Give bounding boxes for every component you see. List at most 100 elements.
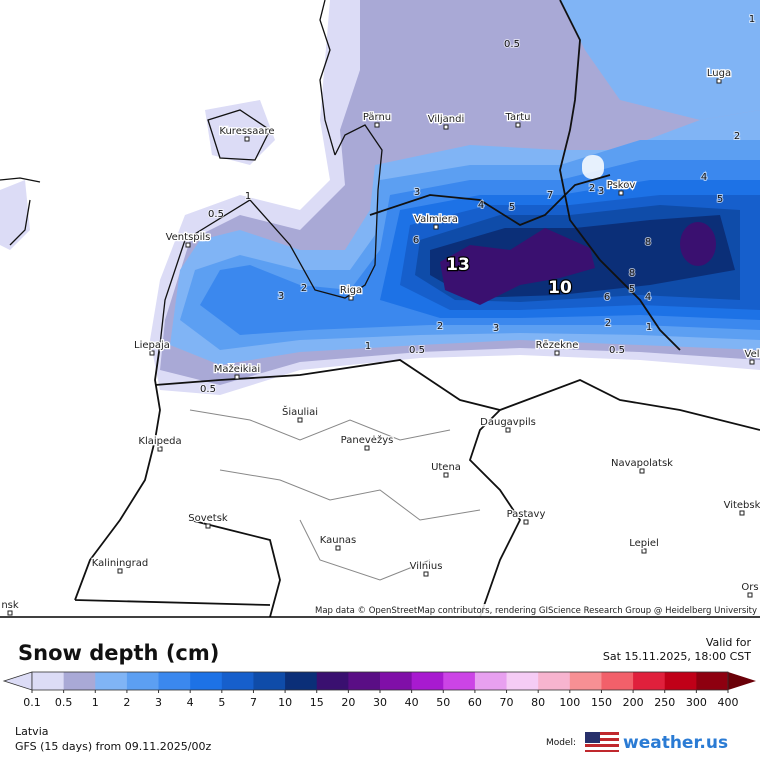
legend-swatch	[316, 672, 349, 690]
contour-label: 4	[701, 172, 707, 183]
city-label: Daugavpils	[480, 417, 536, 428]
legend-swatch	[474, 672, 508, 690]
legend-label: 1	[92, 696, 99, 709]
city-marker	[117, 568, 123, 574]
contour-label: 13	[446, 255, 470, 275]
legend-label: 100	[559, 696, 580, 709]
city-marker	[244, 136, 250, 142]
legend-label: 10	[278, 696, 292, 709]
contour-label: 4	[478, 200, 484, 211]
city-label: Rēzekne	[536, 340, 579, 351]
map	[0, 0, 760, 618]
city-label: Vel	[745, 349, 760, 360]
contour-label: 5	[717, 194, 723, 205]
attribution: Map data © OpenStreetMap contributors, r…	[315, 606, 757, 616]
city-label: Lepiel	[629, 538, 659, 549]
city-label: Sovetsk	[188, 513, 228, 524]
city-label: Pskov	[607, 180, 636, 191]
legend-label: 15	[310, 696, 324, 709]
contour-label: 1	[646, 322, 652, 333]
attribution-bg	[338, 604, 760, 617]
city-label: Kuressaare	[219, 126, 274, 137]
model-label: Model:	[546, 738, 576, 748]
contour-label: 8	[645, 237, 651, 248]
city-label: Viljandi	[428, 114, 465, 125]
city-marker	[297, 417, 303, 423]
footer-title: Snow depth (cm)	[18, 641, 219, 665]
contour-label: 0.5	[504, 39, 520, 50]
legend-label: 400	[718, 696, 739, 709]
legend-swatch	[601, 672, 634, 690]
contour-label: 7	[547, 190, 553, 201]
legend-label: 5	[218, 696, 225, 709]
legend-swatch	[506, 672, 539, 690]
city-marker	[443, 472, 449, 478]
contour-label: 0.5	[208, 209, 224, 220]
city-marker	[505, 427, 511, 433]
city-marker	[7, 610, 13, 616]
legend-label: 2	[123, 696, 130, 709]
legend-label: 60	[468, 696, 482, 709]
legend-label: 20	[341, 696, 355, 709]
city-label: Riga	[340, 285, 362, 296]
contour-label: 3	[414, 187, 420, 198]
legend-swatch	[95, 672, 128, 690]
city-marker	[348, 295, 354, 301]
contour-label: 0.5	[200, 384, 216, 395]
contour-label: 6	[413, 235, 419, 246]
legend-swatch	[569, 672, 602, 690]
city-label: Panevėžys	[341, 434, 394, 446]
legend: 0.1 0.5 1 2 3 4 5 7 10 15 20 30 40 50 60 70 80 100 150 200 2…	[2, 671, 756, 709]
city-label: Tartu	[505, 112, 531, 123]
legend-label: 250	[654, 696, 675, 709]
legend-swatch	[63, 672, 96, 690]
contour-label: 3	[278, 291, 284, 302]
flag	[585, 732, 619, 752]
city-marker	[749, 359, 755, 365]
legend-label: 3	[155, 696, 162, 709]
legend-swatch	[190, 672, 223, 690]
legend-swatch	[664, 672, 697, 690]
legend-label: 50	[436, 696, 450, 709]
city-marker	[618, 190, 624, 196]
city-marker	[433, 224, 439, 230]
legend-swatch	[221, 672, 254, 690]
model-run: GFS (15 days) from 09.11.2025/00z	[15, 740, 211, 753]
city-marker	[335, 545, 341, 551]
city-label: Ors	[741, 582, 758, 593]
city-label: Vitebsk	[724, 500, 760, 511]
legend-label: 200	[623, 696, 644, 709]
city-label: Vilnius	[410, 561, 443, 572]
legend-swatch	[633, 672, 666, 690]
legend-swatch	[380, 672, 413, 690]
city-label: Kaliningrad	[92, 558, 148, 569]
contour-label: 10	[548, 278, 572, 298]
city-marker	[443, 124, 449, 130]
legend-swatch	[126, 672, 160, 690]
legend-label: 150	[591, 696, 612, 709]
contour-label: 0.5	[609, 345, 625, 356]
city-marker	[234, 374, 240, 380]
city-marker	[157, 446, 163, 452]
contour-label: 3	[598, 186, 604, 197]
legend-swatch	[411, 672, 444, 690]
map-labels: Luga Kuressaare Pärnu Viljandi Tartu Pskov Val…	[0, 13, 760, 616]
legend-label: 70	[500, 696, 514, 709]
contour-label: 5	[509, 202, 515, 213]
city-marker	[739, 510, 745, 516]
contour-label: 4	[645, 292, 651, 303]
city-label: Pastavy	[507, 509, 546, 520]
city-marker	[149, 350, 155, 356]
legend-label: 80	[531, 696, 545, 709]
contour-label: 2	[301, 283, 307, 294]
contour-label: 6	[604, 292, 610, 303]
city-marker	[523, 519, 529, 525]
contour-label: 5	[629, 284, 635, 295]
city-marker	[374, 122, 380, 128]
city-label: Luga	[707, 68, 731, 79]
city-marker	[716, 78, 722, 84]
city-marker	[364, 445, 370, 451]
contour-label: 1	[365, 341, 371, 352]
region: Latvia	[15, 725, 49, 738]
